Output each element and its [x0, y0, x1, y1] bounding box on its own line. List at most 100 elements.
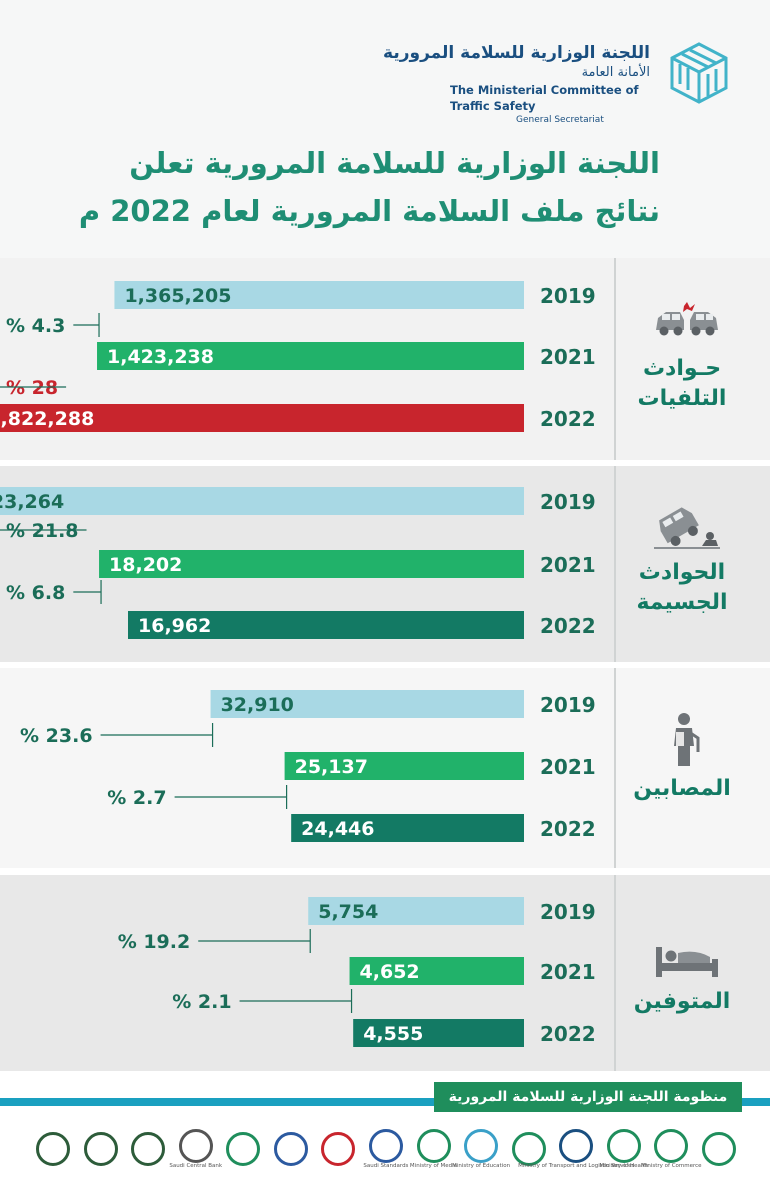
bar-value-label: 18,202: [109, 554, 182, 576]
partner-logo: Saudi Central Bank: [169, 1128, 222, 1170]
partner-logo: Ministry of Media: [409, 1128, 458, 1170]
partner-logo-caption: Ministry of Media: [409, 1162, 458, 1169]
panel-divider: [614, 875, 616, 1071]
year-label-2022: 2022: [540, 1022, 596, 1046]
bar-2019: [308, 897, 524, 925]
partner-logo-mark-icon: [321, 1132, 356, 1166]
partner-logo-mark-icon: [654, 1128, 689, 1163]
year-label-2021: 2021: [540, 345, 596, 369]
partner-logo: [125, 1132, 171, 1166]
year-label-2019: 2019: [540, 900, 596, 924]
bar-value-label: 24,446: [301, 818, 374, 840]
org-name-en: The Ministerial Committee of Traffic Saf…: [450, 83, 639, 113]
partner-logo: Ministry of Commerce: [641, 1128, 702, 1170]
panel-label-line1: الحوادث: [638, 560, 726, 585]
bar-value-label: 1,822,288: [0, 408, 94, 430]
bar-2021: [97, 342, 525, 370]
change-percent-label: % 28: [6, 377, 58, 399]
year-label-2021: 2021: [540, 960, 596, 984]
change-percent-label: % 6.8: [6, 582, 65, 604]
change-percent-label: % 23.6: [20, 725, 93, 747]
footer-band: [0, 1098, 770, 1106]
partner-logos: Ministry of Commerce Ministry of Health Mi…: [30, 1124, 742, 1174]
partner-logo-caption: Saudi Standards: [363, 1162, 409, 1169]
year-label-2019: 2019: [540, 490, 596, 514]
year-label-2019: 2019: [540, 693, 596, 717]
bar-2022: [291, 814, 524, 842]
change-percent-label: % 19.2: [118, 931, 191, 953]
bar-2021: [349, 957, 524, 985]
partner-logo-mark-icon: [273, 1132, 308, 1166]
panel-divider: [614, 466, 616, 662]
bar-value-label: 25,137: [295, 756, 368, 778]
headline-line-1: اللجنة الوزارية للسلامة المرورية تعلن: [129, 146, 660, 180]
partner-logo-caption: Saudi Central Bank: [169, 1162, 223, 1169]
org-name-ar: اللجنة الوزارية للسلامة المرورية: [383, 43, 650, 63]
bar-2019: [114, 281, 524, 309]
partner-logo: [696, 1132, 742, 1166]
footer-tagline: منظومة اللجنة الوزارية للسلامة المرورية: [434, 1082, 742, 1112]
bar-value-label: 5,754: [318, 901, 378, 923]
partner-logo-caption: Ministry of Health: [599, 1162, 649, 1169]
partner-logo: [506, 1132, 552, 1166]
partner-logo: [268, 1132, 314, 1166]
secretariat-ar: الأمانة العامة: [581, 65, 650, 80]
header-area: [0, 0, 770, 258]
panel-label-line2: الجسيمة: [636, 590, 728, 615]
secretariat-en: General Secretariat: [516, 115, 604, 125]
partner-logo: [78, 1132, 124, 1166]
headline-line-2: نتائج ملف السلامة المرورية لعام 2022 م: [78, 194, 660, 228]
panel-label-line1: المتوفين: [633, 989, 731, 1014]
partner-logo: [30, 1132, 76, 1166]
bar-value-label: 32,910: [221, 694, 294, 716]
year-label-2019: 2019: [540, 284, 596, 308]
panel-divider: [614, 258, 616, 460]
bar-2021: [284, 752, 524, 780]
bar-2019: [210, 690, 525, 718]
change-percent-label: % 21.8: [6, 520, 79, 542]
panel-label-line1: المصابين: [633, 776, 731, 801]
year-label-2021: 2021: [540, 553, 596, 577]
bar-2022: [0, 404, 525, 432]
partner-logo-mark-icon: [131, 1132, 166, 1166]
partner-logo-mark-icon: [226, 1132, 261, 1166]
year-label-2021: 2021: [540, 755, 596, 779]
bar-value-label: 1,423,238: [107, 346, 214, 368]
bar-2019: [0, 487, 525, 515]
partner-logo: Ministry of Education: [452, 1128, 510, 1170]
panel-label-line2: التلفيات: [637, 386, 727, 411]
year-label-2022: 2022: [540, 407, 596, 431]
partner-logo-mark-icon: [701, 1132, 736, 1166]
change-percent-label: % 2.1: [172, 991, 231, 1013]
partner-logo-caption: Ministry of Transport and Logistic Servi…: [518, 1162, 635, 1169]
partner-logo-mark-icon: [511, 1132, 546, 1166]
bar-2022: [128, 611, 524, 639]
overturned-car-icon: [654, 507, 720, 549]
partner-logo-mark-icon: [178, 1128, 213, 1163]
panel-label-line1: حـوادث: [642, 356, 722, 381]
injured-person-icon: [674, 713, 700, 766]
partner-logo-mark-icon: [368, 1128, 403, 1163]
partner-logo: Ministry of Health: [599, 1128, 649, 1170]
partner-logo-mark-icon: [606, 1128, 641, 1163]
committee-cube-logo-icon: [670, 42, 728, 104]
bar-2022: [353, 1019, 524, 1047]
year-label-2022: 2022: [540, 817, 596, 841]
bar-2021: [99, 550, 524, 578]
partner-logo-mark-icon: [83, 1132, 118, 1166]
change-percent-label: % 2.7: [107, 787, 166, 809]
partner-logo-mark-icon: [416, 1128, 451, 1163]
partner-logo-caption: Ministry of Commerce: [641, 1162, 702, 1169]
panel-divider: [614, 668, 616, 868]
bar-value-label: 1,365,205: [124, 285, 231, 307]
partner-logo: Ministry of Transport and Logistic Servi…: [518, 1128, 634, 1170]
brand-block: اللجنة الوزارية للسلامة المرورية الأمانة…: [330, 42, 650, 127]
partner-logo-mark-icon: [464, 1128, 499, 1163]
change-percent-label: % 4.3: [6, 315, 65, 337]
partner-logo: [220, 1132, 266, 1166]
partner-logo-caption: Ministry of Education: [452, 1162, 511, 1169]
bar-value-label: 16,962: [138, 615, 211, 637]
bar-value-label: 4,652: [360, 961, 420, 983]
partner-logo-mark-icon: [36, 1132, 70, 1166]
